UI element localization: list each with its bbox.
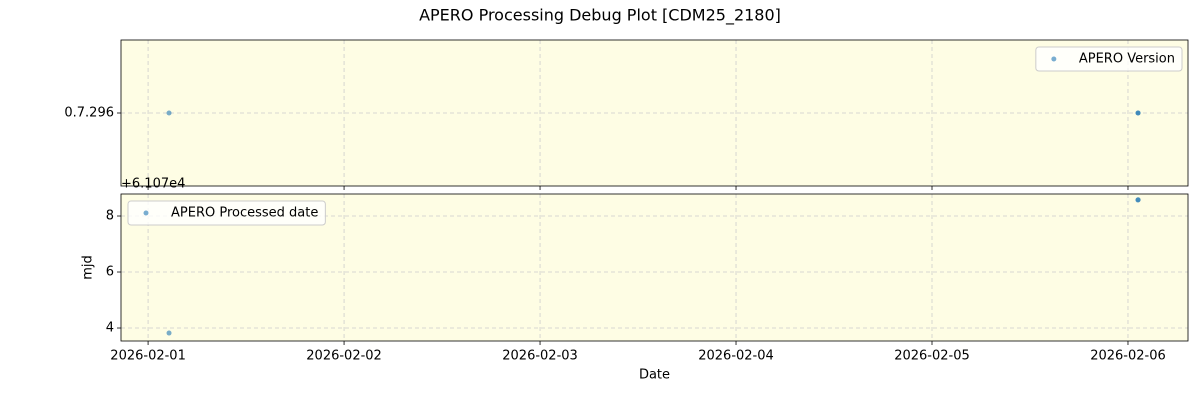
y-tick-label: 0.7.296: [64, 106, 114, 121]
x-tick-label: 2026-02-06: [1090, 349, 1166, 364]
legend-box: [127, 200, 326, 226]
figure-title: APERO Processing Debug Plot [CDM25_2180]: [419, 6, 781, 26]
data-point: [1135, 197, 1141, 203]
y-axis-label: mjd: [81, 255, 96, 280]
x-axis-label: Date: [639, 368, 670, 383]
legend-marker: [143, 210, 149, 216]
legend-label: APERO Version: [1079, 52, 1175, 67]
x-tick-label: 2026-02-02: [306, 349, 382, 364]
legend: APERO Version: [1035, 46, 1183, 72]
legend: APERO Processed date: [127, 200, 326, 226]
y-tick-label: 6: [106, 265, 114, 280]
data-point: [1135, 110, 1141, 116]
legend-label: APERO Processed date: [171, 206, 318, 221]
x-tick-label: 2026-02-05: [894, 349, 970, 364]
data-point: [166, 330, 172, 336]
x-tick-label: 2026-02-04: [698, 349, 774, 364]
data-point: [166, 110, 172, 116]
y-tick-label: 4: [106, 321, 114, 336]
x-tick-label: 2026-02-03: [502, 349, 578, 364]
legend-box: [1035, 46, 1183, 72]
y-offset-label: +6.107e4: [121, 177, 185, 192]
plot-frame: [120, 39, 1189, 187]
x-tick-label: 2026-02-01: [110, 349, 186, 364]
plot-frame: [120, 193, 1189, 342]
y-tick-label: 8: [106, 209, 114, 224]
legend-marker: [1051, 56, 1057, 62]
